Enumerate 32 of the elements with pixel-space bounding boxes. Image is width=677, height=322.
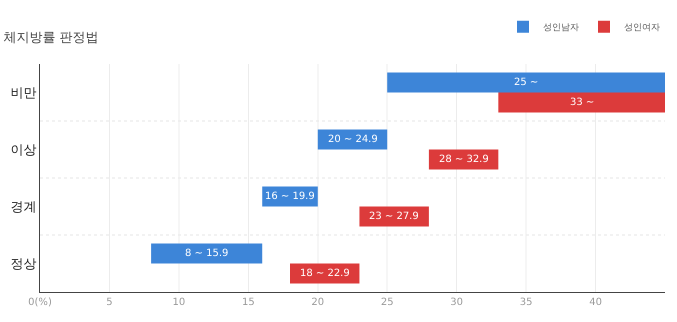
- x-tick-label: 15: [242, 297, 255, 308]
- bar: [262, 186, 318, 206]
- bar: [428, 150, 498, 170]
- annotation: 23 ~ 27.9: [369, 211, 419, 222]
- chart-title: 체지방률 판정법: [3, 30, 99, 46]
- annotation: 8 ~ 15.9: [185, 248, 228, 259]
- x-tick-label: 0(%): [28, 297, 52, 308]
- bar: [387, 72, 665, 92]
- x-tick-label: 20: [311, 297, 324, 308]
- annotation: 20 ~ 24.9: [328, 134, 378, 145]
- bar: [151, 244, 262, 264]
- annotation: 16 ~ 19.9: [265, 191, 315, 202]
- x-tick-label: 25: [380, 297, 394, 308]
- y-tick-label: 이상: [10, 143, 36, 158]
- annotation: 33 ~: [570, 97, 594, 108]
- bar: [318, 130, 388, 150]
- bar: [359, 206, 429, 226]
- x-tick-label: 10: [172, 297, 186, 308]
- bar: [290, 264, 360, 284]
- y-tick-label: 정상: [10, 257, 36, 272]
- x-tick-label: 40: [589, 297, 602, 308]
- annotation: 28 ~ 32.9: [439, 154, 489, 165]
- y-tick-label: 경계: [10, 200, 36, 216]
- legend-label: 성인여자: [624, 23, 660, 34]
- bar: [498, 92, 665, 112]
- x-tick-label: 5: [106, 297, 113, 308]
- annotation: 18 ~ 22.9: [300, 268, 350, 279]
- x-tick-label: 30: [450, 297, 464, 308]
- legend-label: 성인남자: [543, 23, 579, 34]
- x-tick-label: 35: [520, 297, 532, 308]
- y-tick-label: 비만: [10, 86, 36, 102]
- annotation: 25 ~: [514, 77, 538, 88]
